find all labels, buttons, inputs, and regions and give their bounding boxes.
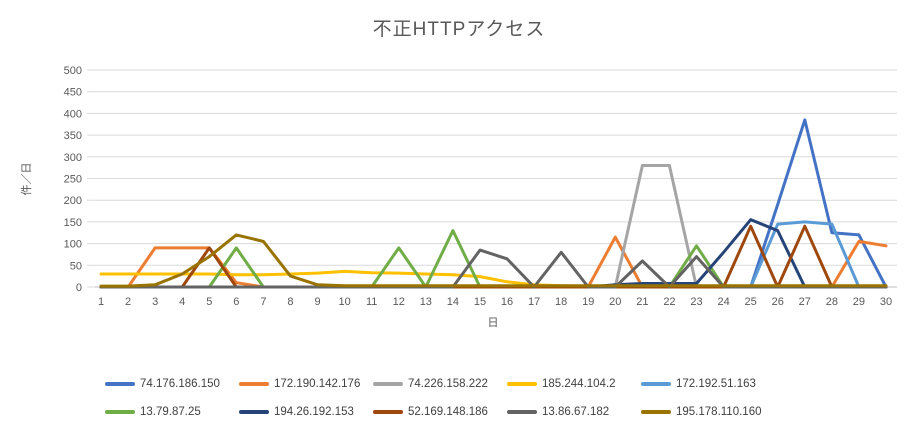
y-tick-label: 350 xyxy=(64,130,82,142)
legend-item-13.79.87.25[interactable]: 13.79.87.25 xyxy=(105,406,239,418)
legend-item-195.178.110.160[interactable]: 195.178.110.160 xyxy=(641,406,775,418)
y-tick-label: 250 xyxy=(64,174,82,186)
gridlines xyxy=(87,69,897,288)
legend-item-74.226.158.222[interactable]: 74.226.158.222 xyxy=(373,378,507,390)
chart-title: 不正HTTPアクセス xyxy=(372,19,546,40)
legend-label: 13.79.87.25 xyxy=(140,406,201,418)
x-tick-label: 3 xyxy=(152,296,158,308)
legend-swatch xyxy=(507,410,537,414)
x-tick-label: 5 xyxy=(206,296,212,308)
legend-swatch xyxy=(239,382,269,386)
y-tick-label: 150 xyxy=(64,217,82,229)
x-tick-label: 27 xyxy=(799,296,811,308)
legend-item-172.190.142.176[interactable]: 172.190.142.176 xyxy=(239,378,373,390)
y-tick-label: 300 xyxy=(64,152,82,164)
legend-row: 74.176.186.150 172.190.142.176 74.226.158.… xyxy=(105,370,845,398)
x-tick-label: 10 xyxy=(338,296,350,308)
x-tick-label: 7 xyxy=(260,296,266,308)
legend-label: 185.244.104.2 xyxy=(542,378,616,390)
x-tick-label: 25 xyxy=(745,296,757,308)
legend-swatch xyxy=(105,410,135,414)
y-tick-label: 0 xyxy=(76,282,82,294)
x-tick-label: 24 xyxy=(717,296,729,308)
y-tick-label: 450 xyxy=(64,87,82,99)
y-tick-label: 50 xyxy=(70,260,82,272)
legend-label: 195.178.110.160 xyxy=(676,406,762,418)
legend-item-74.176.186.150[interactable]: 74.176.186.150 xyxy=(105,378,239,390)
series-line-195.178.110.160[interactable] xyxy=(99,233,888,288)
x-tick-label: 11 xyxy=(366,296,377,308)
y-axis-title: 件／日 xyxy=(20,163,33,196)
x-tick-label: 8 xyxy=(287,296,293,308)
x-tick-label: 6 xyxy=(233,296,239,308)
legend-row: 13.79.87.25 194.26.192.153 52.169.148.186 1… xyxy=(105,398,845,426)
x-tick-label: 18 xyxy=(555,296,567,308)
legend-item-13.86.67.182[interactable]: 13.86.67.182 xyxy=(507,406,641,418)
legend-item-52.169.148.186[interactable]: 52.169.148.186 xyxy=(373,406,507,418)
x-tick-label: 14 xyxy=(447,296,459,308)
x-axis-title: 日 xyxy=(488,317,499,329)
x-tick-label: 29 xyxy=(853,296,865,308)
x-tick-label: 17 xyxy=(528,296,540,308)
legend-swatch xyxy=(373,382,403,386)
x-axis-tick-labels: 1 2 3 4 5 6 7 8 9 10 11 12 13 14 15 16 17 18 19 20 21 22 23 24 2… xyxy=(98,296,892,308)
legend-label: 52.169.148.186 xyxy=(408,406,488,418)
legend-item-194.26.192.153[interactable]: 194.26.192.153 xyxy=(239,406,373,418)
legend-label: 172.190.142.176 xyxy=(274,378,361,390)
y-axis-tick-labels: 0 50 100 150 200 250 300 350 400 450 500 xyxy=(64,65,82,294)
legend-swatch xyxy=(507,382,537,386)
x-tick-label: 21 xyxy=(636,296,648,308)
y-tick-label: 400 xyxy=(64,108,82,120)
legend-item-172.192.51.163[interactable]: 172.192.51.163 xyxy=(641,378,775,390)
legend-label: 74.176.186.150 xyxy=(140,378,220,390)
legend-label: 13.86.67.182 xyxy=(542,406,610,418)
legend-item-185.244.104.2[interactable]: 185.244.104.2 xyxy=(507,378,641,390)
legend-label: 74.226.158.222 xyxy=(408,378,488,390)
legend-swatch xyxy=(239,410,269,414)
x-tick-label: 12 xyxy=(393,296,405,308)
legend-swatch xyxy=(641,382,671,386)
y-tick-label: 100 xyxy=(64,239,82,251)
legend-swatch xyxy=(105,382,135,386)
x-tick-label: 16 xyxy=(501,296,513,308)
legend-label: 194.26.192.153 xyxy=(274,406,354,418)
x-tick-label: 22 xyxy=(663,296,675,308)
x-tick-label: 19 xyxy=(582,296,594,308)
x-tick-label: 15 xyxy=(474,296,486,308)
legend-swatch xyxy=(641,410,671,414)
x-tick-label: 28 xyxy=(826,296,838,308)
y-tick-label: 200 xyxy=(64,195,82,207)
plot-area[interactable] xyxy=(99,118,888,289)
x-tick-label: 26 xyxy=(772,296,784,308)
legend-swatch xyxy=(373,410,403,414)
legend-label: 172.192.51.163 xyxy=(676,378,756,390)
x-tick-label: 9 xyxy=(314,296,320,308)
x-tick-label: 2 xyxy=(125,296,131,308)
y-tick-label: 500 xyxy=(64,65,82,77)
x-tick-label: 13 xyxy=(420,296,432,308)
x-tick-label: 23 xyxy=(690,296,702,308)
x-tick-label: 1 xyxy=(98,296,104,308)
legend: 74.176.186.150 172.190.142.176 74.226.158.… xyxy=(105,370,845,426)
x-tick-label: 30 xyxy=(880,296,892,308)
x-tick-label: 20 xyxy=(609,296,621,308)
x-tick-label: 4 xyxy=(179,296,185,308)
